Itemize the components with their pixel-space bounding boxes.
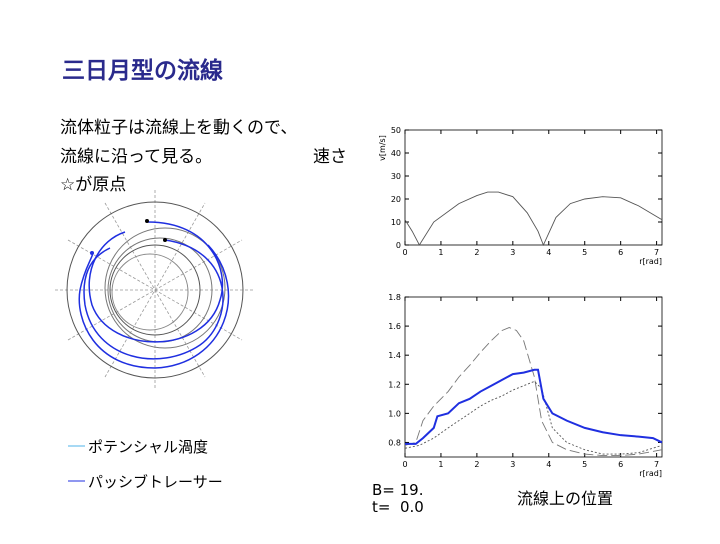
x-tick-label: 7: [654, 460, 659, 469]
series-line: [404, 327, 663, 456]
body-line: 流体粒子は流線上を動くので、: [60, 118, 297, 138]
y-tick-label: 1.0: [388, 409, 401, 418]
x-tick-label: 7: [654, 248, 659, 257]
body-line: ☆が原点: [60, 175, 126, 195]
x-axis-label: r[rad]: [639, 469, 662, 478]
x-tick-label: 3: [510, 460, 515, 469]
y-tick-label: 10: [391, 218, 401, 227]
y-tick-label: 20: [391, 195, 401, 204]
series-line: [404, 191, 663, 247]
y-axis-label: v[m/s]: [378, 135, 387, 161]
y-tick-label: 50: [391, 126, 401, 135]
y-tick-label: 1.6: [388, 322, 401, 331]
series-line: [404, 380, 663, 455]
y-tick-label: 40: [391, 149, 401, 158]
x-tick-label: 2: [474, 248, 479, 257]
y-tick-label: 1.4: [388, 351, 401, 360]
x-tick-label: 3: [510, 248, 515, 257]
x-axis-label: r[rad]: [639, 257, 662, 266]
x-tick-label: 5: [582, 248, 587, 257]
x-tick-label: 1: [438, 248, 443, 257]
x-tick-label: 2: [474, 460, 479, 469]
y-tick-label: 1.8: [388, 293, 401, 302]
streamline-diagram: [55, 190, 255, 390]
plot-frame: [404, 296, 663, 458]
y-tick-label: 1.2: [388, 380, 401, 389]
x-tick-label: 0: [402, 460, 407, 469]
x-tick-label: 5: [582, 460, 587, 469]
y-tick-label: 0: [396, 241, 401, 250]
speed-label: 速さ: [313, 147, 347, 167]
x-tick-label: 6: [618, 248, 623, 257]
series-line: [405, 368, 663, 445]
body-line: 流線に沿って見る。: [60, 147, 212, 167]
x-tick-label: 4: [546, 460, 551, 469]
y-tick-label: 0.8: [388, 438, 401, 447]
param: t= 0.0: [372, 498, 424, 516]
param: B= 19.: [372, 481, 423, 499]
x-tick-label: 6: [618, 460, 623, 469]
x-tick-label: 1: [438, 460, 443, 469]
y-tick-label: 30: [391, 172, 401, 181]
slide-title: 三日月型の流線: [62, 57, 223, 84]
plot-frame: [404, 129, 663, 246]
legend-label: パッシブトレーサー: [88, 473, 223, 491]
legend-label: ポテンシャル渦度: [88, 438, 208, 456]
position-label: 流線上の位置: [517, 489, 613, 508]
x-tick-label: 0: [402, 248, 407, 257]
x-tick-label: 4: [546, 248, 551, 257]
